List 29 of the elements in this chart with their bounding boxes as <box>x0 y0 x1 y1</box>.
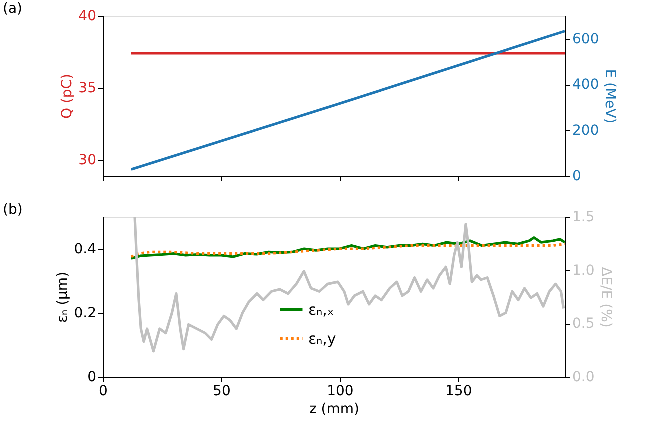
legend-label: εₙ,y <box>308 330 336 348</box>
y-axis-title: εₙ (μm) <box>55 272 72 324</box>
line-series <box>130 242 566 258</box>
y2-tick-label: 200 <box>572 122 600 139</box>
y-tick-label: 0 <box>88 370 96 386</box>
legend-label: εₙ,ₓ <box>308 301 334 319</box>
y-tick-label: 0.4 <box>74 242 97 258</box>
y2-axis-title: E (MeV) <box>602 69 618 124</box>
y-tick-label: 35 <box>78 80 96 97</box>
x-axis-title: z (mm) <box>310 402 360 418</box>
y2-axis-title: ΔE/E (%) <box>598 267 614 328</box>
y-tick-label: 0.2 <box>74 306 96 322</box>
y-tick-label: 40 <box>78 8 96 24</box>
y2-tick-label: 400 <box>572 77 600 94</box>
x-tick-label: 100 <box>327 384 354 400</box>
y2-tick-label: 1.0 <box>572 262 595 279</box>
x-tick-label: 50 <box>213 384 231 400</box>
y-axis-title: Q (pC) <box>60 74 76 120</box>
text: (a) <box>3 1 23 17</box>
y2-tick-label: 600 <box>572 31 600 48</box>
y-tick-label: 30 <box>78 152 96 169</box>
line-series <box>134 216 566 353</box>
text: (b) <box>3 202 23 218</box>
x-tick-label: 150 <box>446 384 472 400</box>
x-tick-label: 0 <box>99 384 108 400</box>
y2-tick-label: 0.5 <box>572 316 595 332</box>
y2-tick-label: 0.0 <box>572 370 595 386</box>
y2-tick-label: 0 <box>572 168 582 184</box>
y2-tick-label: 1.5 <box>572 210 595 226</box>
